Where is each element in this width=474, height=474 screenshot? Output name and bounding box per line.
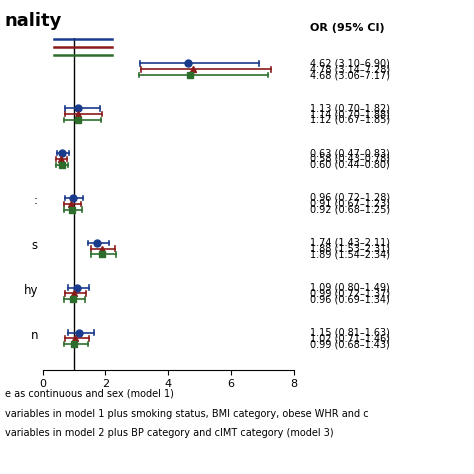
Text: 1.09 (0.80–1.49): 1.09 (0.80–1.49) bbox=[310, 283, 389, 292]
Text: 0.58 (0.43–0.78): 0.58 (0.43–0.78) bbox=[310, 154, 390, 164]
Text: variables in model 1 plus smoking status, BMI category, obese WHR and c: variables in model 1 plus smoking status… bbox=[5, 409, 368, 419]
Text: variables in model 2 plus BP category and cIMT category (model 3): variables in model 2 plus BP category an… bbox=[5, 428, 333, 438]
Text: 0.92 (0.68–1.25): 0.92 (0.68–1.25) bbox=[310, 205, 390, 215]
Text: hy: hy bbox=[23, 284, 38, 297]
Text: 0.60 (0.44–0.80): 0.60 (0.44–0.80) bbox=[310, 160, 389, 170]
Text: 0.63 (0.47–0.83): 0.63 (0.47–0.83) bbox=[310, 148, 390, 158]
Text: OR (95% CI): OR (95% CI) bbox=[310, 23, 384, 33]
Text: 0.99 (0.72–1.37): 0.99 (0.72–1.37) bbox=[310, 289, 390, 299]
Text: 1.74 (1.43–2.11): 1.74 (1.43–2.11) bbox=[310, 238, 390, 248]
Text: 1.88 (1.53–2.31): 1.88 (1.53–2.31) bbox=[310, 244, 390, 254]
Text: 4.68 (3.06–7.17): 4.68 (3.06–7.17) bbox=[310, 70, 390, 80]
Text: 1.02 (0.71–1.46): 1.02 (0.71–1.46) bbox=[310, 333, 390, 343]
Text: 1.13 (0.70–1.82): 1.13 (0.70–1.82) bbox=[310, 103, 390, 113]
Text: e as continuous and sex (model 1): e as continuous and sex (model 1) bbox=[5, 389, 173, 399]
Text: 0.91 (0.67–1.23): 0.91 (0.67–1.23) bbox=[310, 199, 390, 209]
Text: 1.14 (0.70–1.88): 1.14 (0.70–1.88) bbox=[310, 109, 390, 119]
Text: 0.99 (0.68–1.43): 0.99 (0.68–1.43) bbox=[310, 339, 389, 349]
Text: nality: nality bbox=[5, 12, 62, 30]
Text: :: : bbox=[34, 194, 38, 208]
Text: 0.96 (0.72–1.28): 0.96 (0.72–1.28) bbox=[310, 193, 390, 203]
Text: 4.78 (3.14–7.28): 4.78 (3.14–7.28) bbox=[310, 64, 390, 74]
Text: 4.62 (3.10–6.90): 4.62 (3.10–6.90) bbox=[310, 58, 390, 68]
Text: n: n bbox=[30, 329, 38, 342]
Text: 0.96 (0.69–1.34): 0.96 (0.69–1.34) bbox=[310, 294, 389, 304]
Text: 1.12 (0.67–1.85): 1.12 (0.67–1.85) bbox=[310, 115, 390, 125]
Text: 1.15 (0.81–1.63): 1.15 (0.81–1.63) bbox=[310, 328, 390, 337]
Text: s: s bbox=[32, 239, 38, 252]
Text: 1.89 (1.54–2.34): 1.89 (1.54–2.34) bbox=[310, 249, 390, 259]
